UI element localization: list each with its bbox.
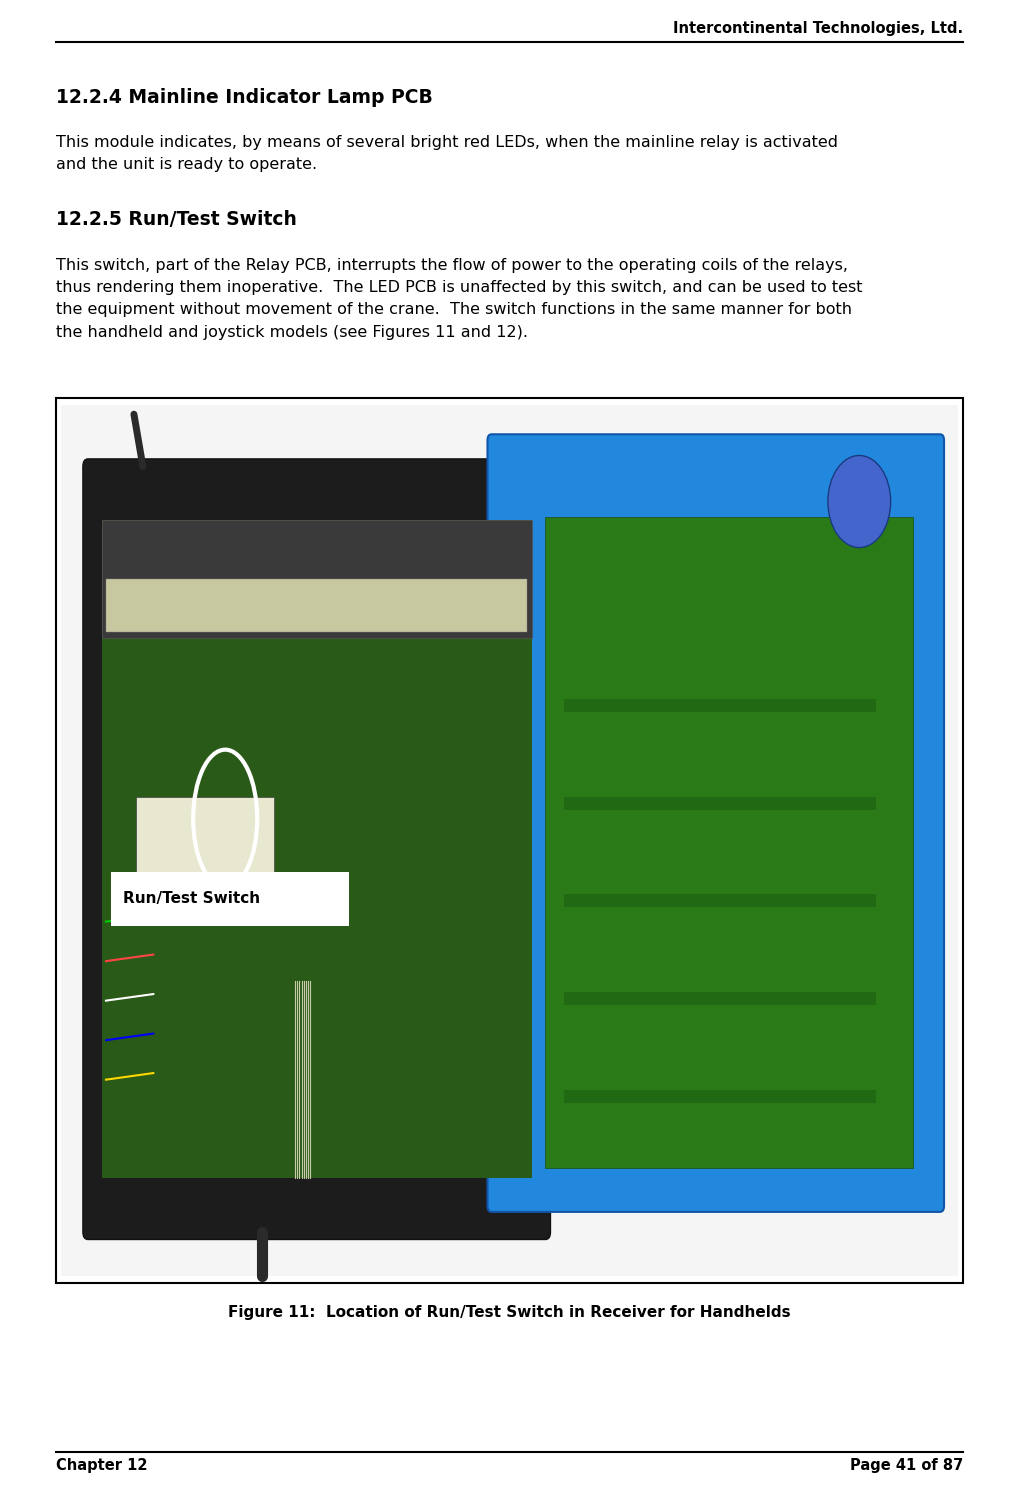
- Text: Chapter 12: Chapter 12: [56, 1458, 148, 1473]
- Text: Run/Test Switch: Run/Test Switch: [122, 891, 260, 906]
- Bar: [545, 517, 913, 1168]
- Bar: [102, 520, 532, 638]
- FancyBboxPatch shape: [487, 434, 944, 1212]
- Bar: [564, 894, 876, 907]
- Bar: [564, 700, 876, 712]
- Text: 12.2.4 Mainline Indicator Lamp PCB: 12.2.4 Mainline Indicator Lamp PCB: [56, 88, 433, 108]
- Text: Page 41 of 87: Page 41 of 87: [850, 1458, 963, 1473]
- Bar: [56, 398, 963, 1283]
- FancyBboxPatch shape: [83, 459, 550, 1239]
- Bar: [564, 1090, 876, 1102]
- Bar: [564, 797, 876, 810]
- Bar: [102, 520, 532, 1178]
- Text: 12.2.5 Run/Test Switch: 12.2.5 Run/Test Switch: [56, 209, 297, 229]
- Text: This switch, part of the Relay PCB, interrupts the flow of power to the operatin: This switch, part of the Relay PCB, inte…: [56, 259, 862, 339]
- Text: This module indicates, by means of several bright red LEDs, when the mainline re: This module indicates, by means of sever…: [56, 135, 838, 172]
- FancyBboxPatch shape: [111, 872, 348, 925]
- Circle shape: [827, 456, 891, 547]
- Bar: [106, 579, 528, 632]
- Text: Intercontinental Technologies, Ltd.: Intercontinental Technologies, Ltd.: [673, 21, 963, 36]
- Bar: [137, 797, 274, 901]
- Bar: [564, 991, 876, 1005]
- Bar: [61, 405, 958, 1275]
- Text: Figure 11:  Location of Run/Test Switch in Receiver for Handhelds: Figure 11: Location of Run/Test Switch i…: [228, 1305, 791, 1320]
